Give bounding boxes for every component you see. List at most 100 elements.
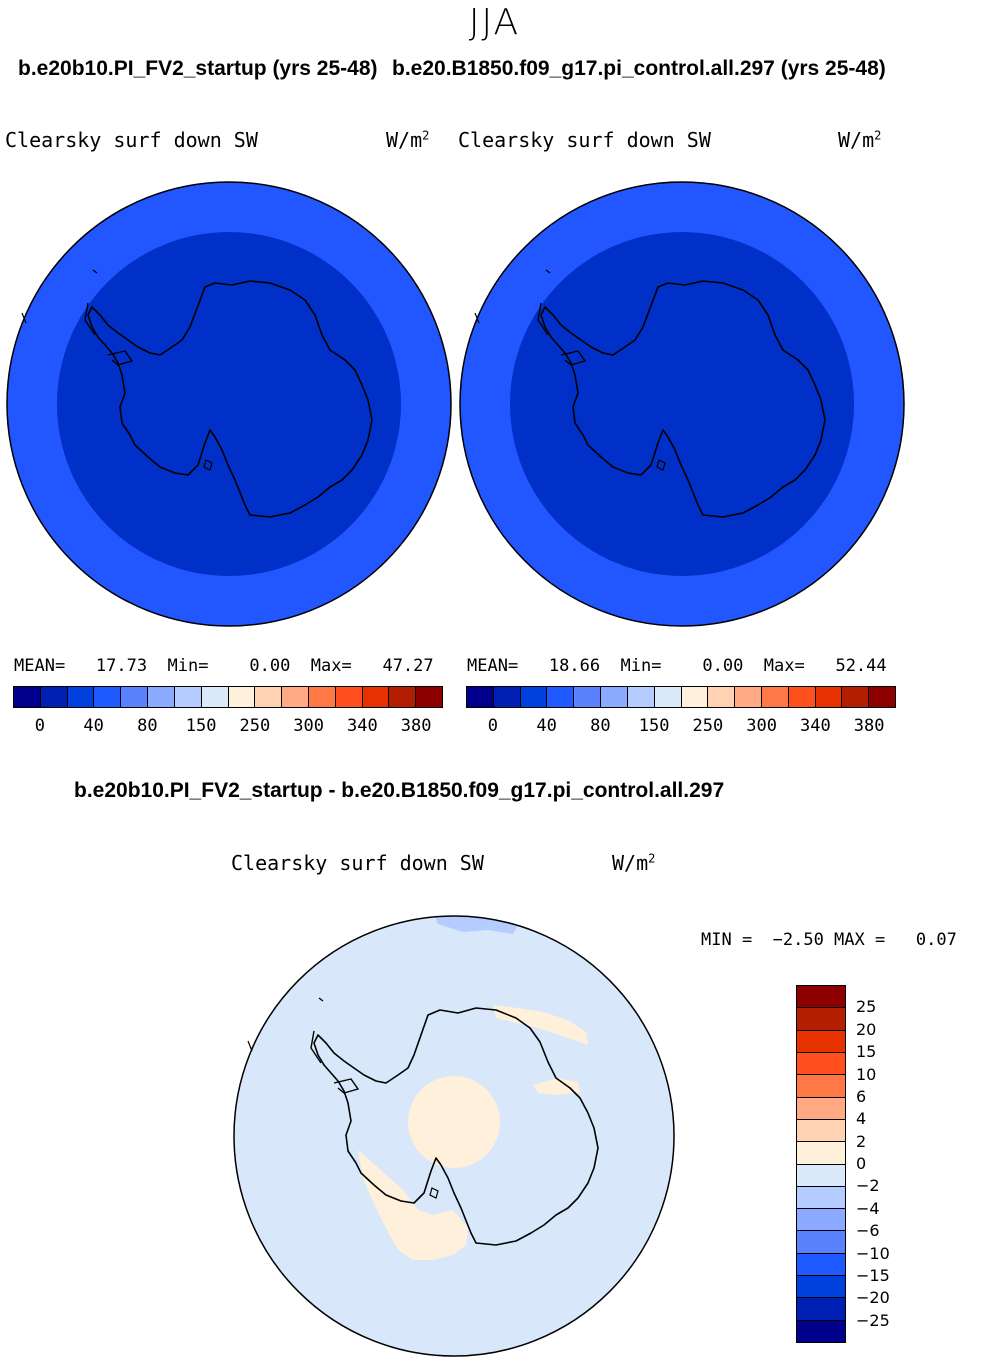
diff-map-island (247, 1040, 439, 1199)
colorbar-tick-label: 150 (185, 716, 217, 736)
colorbar-tick-label: 6 (856, 1086, 867, 1106)
colorbar-swatch (797, 1075, 845, 1098)
colorbar-tick-label: −6 (856, 1221, 880, 1241)
left-stats: MEAN= 17.73 Min= 0.00 Max= 47.27 (14, 656, 434, 676)
right-stats: MEAN= 18.66 Min= 0.00 Max= 52.44 (467, 656, 887, 676)
colorbar-tick-label: −25 (856, 1310, 890, 1330)
colorbar-swatch (493, 687, 521, 707)
diff-colorbar-ticks: 25 20 15 10 6 4 2 0 −2 −4 −6 −10 −15 −20 −25 (856, 985, 936, 1343)
diff-minmax: MIN = −2.50 MAX = 0.07 (701, 930, 957, 950)
colorbar-tick-label: 0 (856, 1154, 867, 1173)
diff-positive-coast-a (493, 1005, 588, 1045)
colorbar-swatch (797, 1186, 845, 1210)
colorbar-swatch (520, 687, 548, 707)
colorbar-swatch (362, 687, 390, 707)
left-map-inner-disc (57, 232, 401, 576)
diff-units-label: W/m2 (612, 851, 656, 875)
right-units-label: W/m2 (838, 128, 882, 152)
colorbar-swatch (797, 1209, 845, 1232)
colorbar-swatch (601, 687, 628, 707)
colorbar-tick-label: 300 (293, 716, 324, 736)
colorbar-swatch (797, 1119, 845, 1143)
colorbar-tick-label: 10 (856, 1064, 877, 1084)
colorbar-swatch (815, 687, 843, 707)
season-title: JJA (468, 2, 521, 43)
right-colorbar-ticks: 0 40 80 150 250 300 340 380 (453, 716, 923, 740)
colorbar-tick-label: 40 (536, 716, 557, 736)
left-colorbar (13, 686, 443, 708)
colorbar-swatch (797, 1231, 845, 1254)
colorbar-tick-label: −4 (856, 1198, 880, 1218)
colorbar-swatch (869, 687, 895, 707)
colorbar-swatch (797, 1030, 845, 1053)
right-map-inner-disc (510, 232, 854, 576)
colorbar-tick-label: 380 (853, 716, 885, 736)
right-colorbar (466, 686, 896, 708)
colorbar-tick-label: 250 (239, 716, 271, 736)
left-map-peninsula (84, 269, 134, 366)
left-map-island (21, 312, 213, 471)
colorbar-swatch (201, 687, 229, 707)
diff-colorbar (796, 985, 846, 1343)
colorbar-swatch (14, 687, 41, 707)
colorbar-swatch (797, 1320, 845, 1342)
left-map-coastline (87, 280, 373, 518)
colorbar-tick-label: −2 (856, 1176, 880, 1196)
colorbar-tick-label: 380 (400, 716, 432, 736)
left-units-label: W/m2 (386, 128, 430, 152)
colorbar-tick-label: −20 (856, 1288, 890, 1308)
colorbar-swatch (67, 687, 95, 707)
colorbar-swatch (797, 1164, 845, 1187)
colorbar-swatch (574, 687, 602, 707)
colorbar-tick-label: 0 (487, 716, 498, 736)
colorbar-swatch (121, 687, 149, 707)
diff-positive-center (408, 1076, 500, 1168)
colorbar-tick-label: 80 (590, 716, 611, 736)
right-map-peninsula (537, 269, 587, 366)
right-polar-map (459, 181, 905, 627)
colorbar-tick-label: −15 (856, 1265, 890, 1285)
colorbar-swatch (282, 687, 309, 707)
colorbar-swatch (788, 687, 816, 707)
diff-var-label: Clearsky surf down SW (231, 851, 484, 875)
left-var-label: Clearsky surf down SW (5, 128, 258, 152)
diff-map-coastline (313, 1007, 599, 1246)
right-var-label: Clearsky surf down SW (458, 128, 711, 152)
colorbar-swatch (467, 687, 494, 707)
colorbar-tick-label: 250 (692, 716, 724, 736)
colorbar-tick-label: −10 (856, 1243, 890, 1263)
colorbar-swatch (761, 687, 789, 707)
colorbar-swatch (627, 687, 655, 707)
diff-polar-map (233, 915, 675, 1357)
diff-panel-title: b.e20b10.PI_FV2_startup - b.e20.B1850.f0… (74, 779, 725, 802)
colorbar-tick-label: 300 (746, 716, 777, 736)
diff-positive-coast-b (533, 1078, 580, 1095)
diff-negative-region (433, 916, 518, 934)
colorbar-swatch (416, 687, 442, 707)
colorbar-tick-label: 4 (856, 1109, 867, 1129)
colorbar-swatch (228, 687, 256, 707)
colorbar-swatch (308, 687, 336, 707)
diff-map-peninsula (310, 997, 360, 1094)
colorbar-swatch (797, 1097, 845, 1120)
colorbar-swatch (94, 687, 122, 707)
colorbar-swatch (654, 687, 682, 707)
right-map-coastline (540, 280, 826, 518)
colorbar-swatch (797, 1052, 845, 1076)
colorbar-swatch (842, 687, 870, 707)
colorbar-swatch (797, 1276, 845, 1299)
colorbar-swatch (797, 1298, 845, 1321)
colorbar-tick-label: 25 (856, 997, 877, 1017)
colorbar-swatch (681, 687, 709, 707)
colorbar-swatch (255, 687, 283, 707)
diff-positive-region (358, 1150, 468, 1260)
colorbar-tick-label: 150 (638, 716, 670, 736)
colorbar-swatch (797, 986, 845, 1009)
right-panel-title: b.e20.B1850.f09_g17.pi_control.all.297 (… (392, 57, 886, 80)
colorbar-tick-label: 20 (856, 1019, 877, 1039)
left-panel-title: b.e20b10.PI_FV2_startup (yrs 25-48) (18, 57, 378, 80)
left-colorbar-ticks: 0 40 80 150 250 300 340 380 (0, 716, 470, 740)
colorbar-tick-label: 15 (856, 1042, 877, 1062)
colorbar-tick-label: 0 (34, 716, 45, 736)
left-polar-map (6, 181, 452, 627)
